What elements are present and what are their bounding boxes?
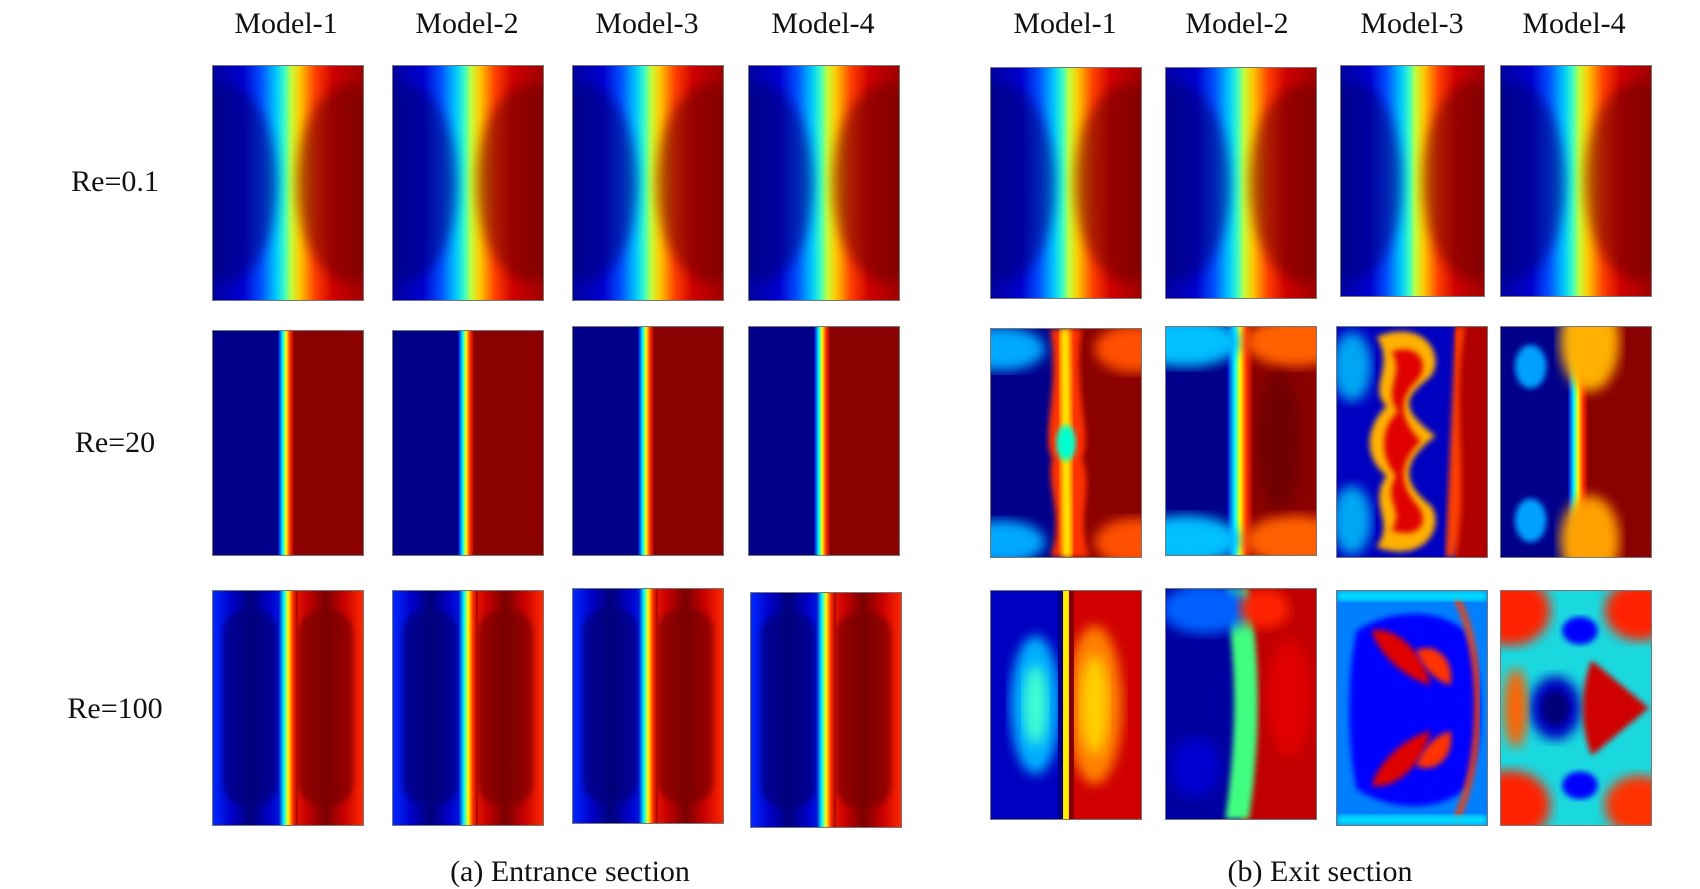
panel-exit-model-3-re-20 xyxy=(1336,326,1488,558)
panel-entrance-model-3-re-20 xyxy=(572,326,724,556)
column-label-entrance-model-1: Model-1 xyxy=(234,7,338,40)
panel-exit-model-2-re-0-1 xyxy=(1165,67,1317,299)
panel-exit-model-4-re-100 xyxy=(1500,590,1652,826)
column-label-entrance-model-3: Model-3 xyxy=(595,7,699,40)
panel-entrance-model-4-re-0-1 xyxy=(748,65,900,301)
row-label-re-100: Re=100 xyxy=(67,692,163,725)
column-label-exit-model-1: Model-1 xyxy=(1013,7,1117,40)
row-label-re-0-1: Re=0.1 xyxy=(71,165,159,198)
panel-entrance-model-2-re-100 xyxy=(392,590,544,826)
panel-exit-model-4-re-0-1 xyxy=(1500,65,1652,297)
panel-entrance-model-4-re-100 xyxy=(750,592,902,828)
caption-entrance-section: (a) Entrance section xyxy=(450,855,690,888)
panel-exit-model-1-re-0-1 xyxy=(990,67,1142,299)
column-label-entrance-model-4: Model-4 xyxy=(771,7,875,40)
row-label-re-20: Re=20 xyxy=(74,426,156,459)
panel-entrance-model-1-re-100 xyxy=(212,590,364,826)
panel-entrance-model-2-re-0-1 xyxy=(392,65,544,301)
panel-exit-model-2-re-100 xyxy=(1165,588,1317,820)
caption-exit-section: (b) Exit section xyxy=(1227,855,1413,888)
panel-entrance-model-1-re-20 xyxy=(212,330,364,556)
column-label-entrance-model-2: Model-2 xyxy=(415,7,519,40)
panel-exit-model-1-re-100 xyxy=(990,590,1142,820)
column-label-exit-model-4: Model-4 xyxy=(1522,7,1626,40)
column-label-exit-model-3: Model-3 xyxy=(1360,7,1464,40)
panel-entrance-model-2-re-20 xyxy=(392,330,544,556)
panel-entrance-model-4-re-20 xyxy=(748,326,900,556)
panel-entrance-model-3-re-100 xyxy=(572,588,724,824)
panel-exit-model-1-re-20 xyxy=(990,328,1142,558)
panel-entrance-model-1-re-0-1 xyxy=(212,65,364,301)
column-label-exit-model-2: Model-2 xyxy=(1185,7,1289,40)
panel-exit-model-3-re-0-1 xyxy=(1340,65,1485,297)
panel-exit-model-2-re-20 xyxy=(1165,326,1317,556)
panel-entrance-model-3-re-0-1 xyxy=(572,65,724,301)
panel-exit-model-3-re-100 xyxy=(1336,590,1488,826)
panel-exit-model-4-re-20 xyxy=(1500,326,1652,558)
